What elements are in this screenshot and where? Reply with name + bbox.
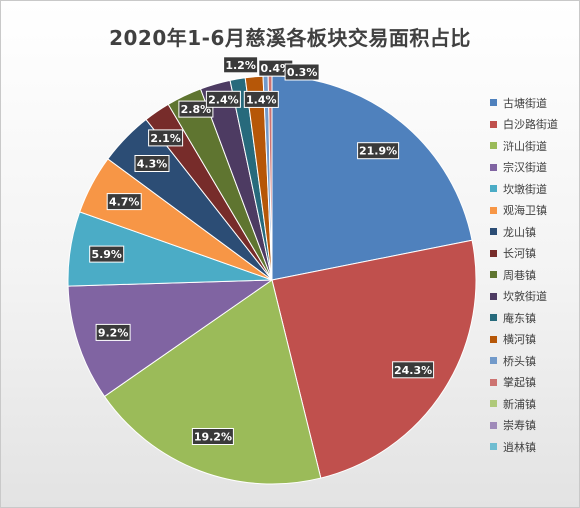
pie-slice-白沙路街道 — [271, 239, 477, 479]
legend-label: 长河镇 — [503, 247, 536, 261]
data-label-box — [357, 142, 400, 160]
data-label-周巷镇: 2.8% — [178, 100, 214, 118]
data-label-text: 2.1% — [150, 132, 181, 145]
legend-item: 坎敦街道 — [490, 286, 580, 308]
data-label-box — [191, 428, 234, 445]
legend-swatch — [490, 292, 497, 300]
data-label-box — [284, 63, 320, 81]
data-label-text: 4.7% — [109, 196, 140, 209]
legend-swatch — [490, 142, 497, 150]
pie-slices — [67, 75, 477, 485]
legend: 古塘街道白沙路街道浒山街道宗汉街道坎墩街道观海卫镇龙山镇长河镇周巷镇坎敦街道庵东… — [490, 92, 580, 458]
legend-label: 逍林镇 — [503, 440, 536, 454]
legend-label: 宗汉街道 — [503, 161, 547, 175]
data-label-text: 1.2% — [225, 59, 256, 72]
data-label-box — [89, 245, 125, 263]
data-label-text: 4.3% — [137, 158, 168, 171]
data-label-古塘街道: 21.9% — [357, 142, 400, 160]
data-label-text: 0.4% — [261, 62, 292, 75]
legend-label: 坎敦街道 — [503, 290, 547, 304]
data-label-坎敦街道: 2.4% — [205, 90, 241, 108]
data-label-text: 21.9% — [359, 145, 397, 158]
data-label-text: 2.8% — [181, 103, 212, 116]
data-label-龙山镇: 4.3% — [134, 155, 170, 172]
legend-swatch — [490, 314, 497, 322]
legend-item: 龙山镇 — [490, 221, 580, 243]
data-label-text: 1.4% — [246, 93, 277, 106]
legend-item: 浒山街道 — [490, 135, 580, 157]
pie-slice-宗汉街道 — [67, 279, 274, 398]
legend-item: 宗汉街道 — [490, 157, 580, 179]
legend-label: 白沙路街道 — [503, 118, 558, 132]
legend-swatch — [490, 378, 497, 386]
legend-label: 崇寿镇 — [503, 419, 536, 433]
data-label-text: 24.3% — [394, 364, 432, 377]
legend-label: 古塘街道 — [503, 96, 547, 110]
data-label-宗汉街道: 9.2% — [95, 323, 131, 341]
legend-label: 桥头镇 — [503, 354, 536, 368]
data-label-box — [392, 361, 435, 379]
pie-slice-浒山街道 — [103, 279, 322, 485]
legend-item: 观海卫镇 — [490, 200, 580, 222]
legend-swatch — [490, 185, 497, 193]
legend-item: 掌起镇 — [490, 372, 580, 394]
legend-label: 掌起镇 — [503, 376, 536, 390]
data-label-box — [95, 323, 131, 341]
legend-item: 逍林镇 — [490, 436, 580, 458]
legend-item: 古塘街道 — [490, 92, 580, 114]
legend-item: 白沙路街道 — [490, 114, 580, 136]
data-label-text: 2.4% — [208, 93, 239, 106]
legend-label: 龙山镇 — [503, 225, 536, 239]
legend-label: 横河镇 — [503, 333, 536, 347]
data-label-box — [134, 155, 170, 172]
legend-swatch — [490, 249, 497, 257]
data-label-box — [148, 129, 184, 147]
legend-swatch — [490, 206, 497, 214]
data-label-box — [178, 100, 214, 118]
data-label-text: 5.9% — [91, 248, 122, 261]
data-label-长河镇: 2.1% — [148, 129, 184, 147]
chart-title: 2020年1-6月慈溪各板块交易面积占比 — [109, 26, 471, 50]
data-label-box — [243, 90, 279, 108]
data-label-box — [223, 56, 259, 74]
data-label-text: 9.2% — [98, 326, 129, 339]
data-label-庵东镇: 1.2% — [223, 56, 259, 74]
legend-swatch — [490, 163, 497, 171]
data-label-box — [205, 90, 241, 108]
legend-swatch — [490, 120, 497, 128]
legend-item: 坎墩街道 — [490, 178, 580, 200]
legend-label: 坎墩街道 — [503, 182, 547, 196]
legend-label: 庵东镇 — [503, 311, 536, 325]
data-labels: 21.9% 24.3% 19.2% 9.2% 5.9% 4.7% 4.3% 2.1% 2.8%2… — [89, 56, 435, 445]
data-label-观海卫镇: 4.7% — [106, 193, 142, 211]
data-label-白沙路街道: 24.3% — [392, 361, 435, 379]
legend-item: 崇寿镇 — [490, 415, 580, 437]
legend-swatch — [490, 421, 497, 429]
legend-label: 浒山街道 — [503, 139, 547, 153]
legend-item: 横河镇 — [490, 329, 580, 351]
data-label-text: 0.3% — [287, 66, 318, 79]
data-label-掌起镇: 0.3% — [284, 63, 320, 81]
legend-item: 庵东镇 — [490, 307, 580, 329]
legend-swatch — [490, 443, 497, 451]
legend-swatch — [490, 271, 497, 279]
legend-swatch — [490, 335, 497, 343]
data-label-坎墩街道: 5.9% — [89, 245, 125, 263]
legend-swatch — [490, 228, 497, 236]
data-label-横河镇: 1.4% — [243, 90, 279, 108]
legend-label: 观海卫镇 — [503, 204, 547, 218]
data-label-box — [106, 193, 142, 211]
legend-label: 周巷镇 — [503, 268, 536, 282]
legend-item: 周巷镇 — [490, 264, 580, 286]
legend-swatch — [490, 99, 497, 107]
legend-item: 长河镇 — [490, 243, 580, 265]
data-label-浒山街道: 19.2% — [191, 428, 234, 445]
legend-item: 新浦镇 — [490, 393, 580, 415]
legend-label: 新浦镇 — [503, 397, 536, 411]
legend-swatch — [490, 357, 497, 365]
legend-swatch — [490, 400, 497, 408]
legend-item: 桥头镇 — [490, 350, 580, 372]
data-label-text: 19.2% — [194, 431, 232, 444]
